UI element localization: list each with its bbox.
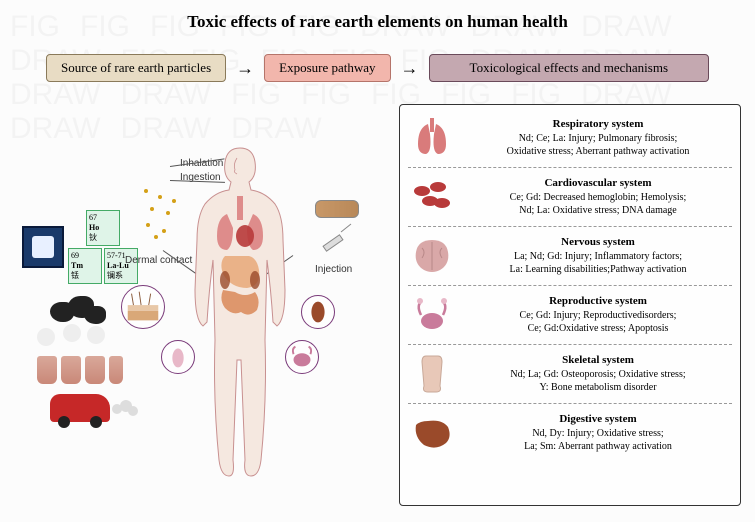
- particles-icon: [140, 185, 180, 245]
- label-injection: Injection: [315, 264, 352, 275]
- bone-icon: [408, 350, 456, 398]
- system-digestive: Digestive system Nd, Dy: Injury; Oxidati…: [408, 406, 732, 460]
- syringe-icon: [315, 220, 359, 264]
- liver-icon: [408, 409, 456, 457]
- blood-cells-icon: [408, 173, 456, 221]
- flow-box-effects: Toxicological effects and mechanisms: [429, 54, 709, 82]
- reproductive-icon: [408, 291, 456, 339]
- effects-panel: Respiratory system Nd; Ce; La: Injury; P…: [399, 104, 741, 506]
- system-nervous: Nervous system La; Nd; Gd: Injury; Infla…: [408, 229, 732, 283]
- brain-icon: [408, 232, 456, 280]
- inset-skin-icon: [121, 285, 165, 329]
- flow-row: Source of rare earth particles → Exposur…: [0, 54, 755, 82]
- system-respiratory: Respiratory system Nd; Ce; La: Injury; P…: [408, 111, 732, 165]
- system-reproductive: Reproductive system Ce; Gd: Injury; Repr…: [408, 288, 732, 342]
- page-title: Toxic effects of rare earth elements on …: [0, 12, 755, 32]
- xray-icon: [22, 226, 64, 268]
- arrow-icon: →: [236, 58, 254, 79]
- coal-icon: [50, 294, 110, 324]
- flow-box-exposure: Exposure pathway: [264, 54, 390, 82]
- inset-kidney-icon: [301, 295, 335, 329]
- sample-box-icon: [315, 200, 359, 218]
- left-illustration: 67Ho钬 69Tm铥 57-71La-Lu镧系: [15, 120, 355, 500]
- flow-box-source: Source of rare earth particles: [46, 54, 226, 82]
- arrow-icon: →: [401, 58, 419, 79]
- system-skeletal: Skeletal system Nd; La; Gd: Osteoporosis…: [408, 347, 732, 401]
- human-body-diagram: [175, 140, 305, 480]
- car-icon: [50, 394, 110, 422]
- periodic-table-icon: 67Ho钬 69Tm铥 57-71La-Lu镧系: [68, 210, 138, 284]
- factory-icon: [35, 334, 125, 384]
- inset-repro2-icon: [161, 340, 195, 374]
- system-cardio: Cardiovascular system Ce; Gd: Decreased …: [408, 170, 732, 224]
- inset-repro-icon: [285, 340, 319, 374]
- body-outline-svg: [175, 140, 305, 480]
- lungs-icon: [408, 114, 456, 162]
